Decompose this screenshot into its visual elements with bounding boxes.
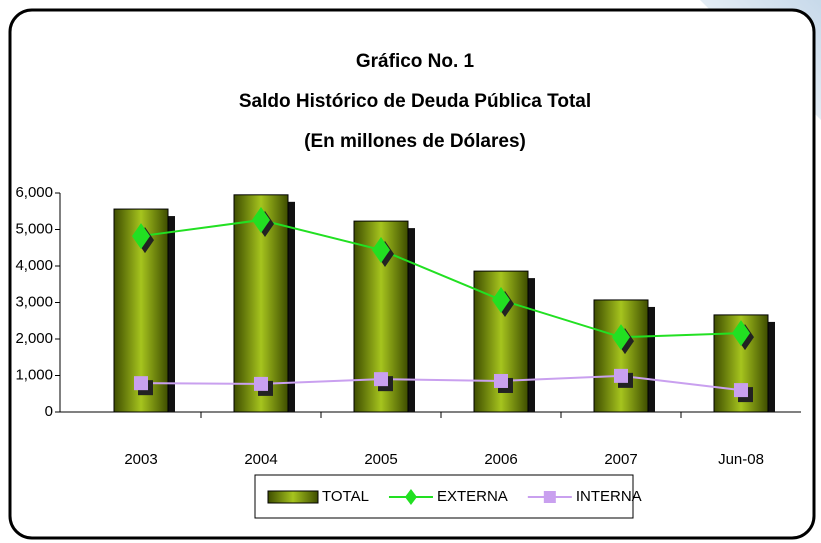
point — [372, 236, 390, 263]
bar — [593, 299, 649, 413]
y-tick-label: 3,000 — [15, 293, 53, 310]
x-tick-label: 2007 — [604, 451, 637, 468]
point — [252, 207, 270, 234]
y-tick-label: 6,000 — [15, 184, 53, 201]
y-tick-label: 1,000 — [15, 366, 53, 383]
x-tick-label: 2005 — [364, 451, 397, 468]
point — [614, 368, 628, 383]
point — [492, 286, 510, 313]
legend-label: EXTERNA — [437, 488, 508, 505]
x-tick-label: 2004 — [244, 451, 277, 468]
x-tick-label: 2003 — [124, 451, 157, 468]
point — [374, 372, 388, 387]
y-tick-label: 5,000 — [15, 220, 53, 237]
chart-subtitle: Saldo Histórico de Deuda Pública Total — [239, 91, 591, 112]
chart-title: Gráfico No. 1 — [356, 51, 475, 72]
bar — [233, 194, 289, 413]
point — [254, 376, 268, 391]
point — [732, 320, 750, 347]
line — [140, 374, 742, 392]
x-tick-label: Jun-08 — [718, 451, 764, 468]
point — [134, 376, 148, 391]
legend-marker — [404, 489, 417, 505]
y-tick-label: 0 — [45, 403, 53, 420]
legend-swatch — [267, 490, 319, 504]
x-tick-label: 2006 — [484, 451, 517, 468]
y-tick-label: 4,000 — [15, 257, 53, 274]
line — [140, 218, 742, 339]
point — [612, 324, 630, 351]
point — [132, 223, 150, 250]
legend-label: INTERNA — [576, 488, 642, 505]
point — [734, 383, 748, 398]
chart-subtitle: (En millones de Dólares) — [304, 131, 526, 152]
legend-marker — [543, 491, 556, 503]
y-tick-label: 2,000 — [15, 330, 53, 347]
point — [494, 373, 508, 388]
legend-label: TOTAL — [322, 488, 369, 505]
